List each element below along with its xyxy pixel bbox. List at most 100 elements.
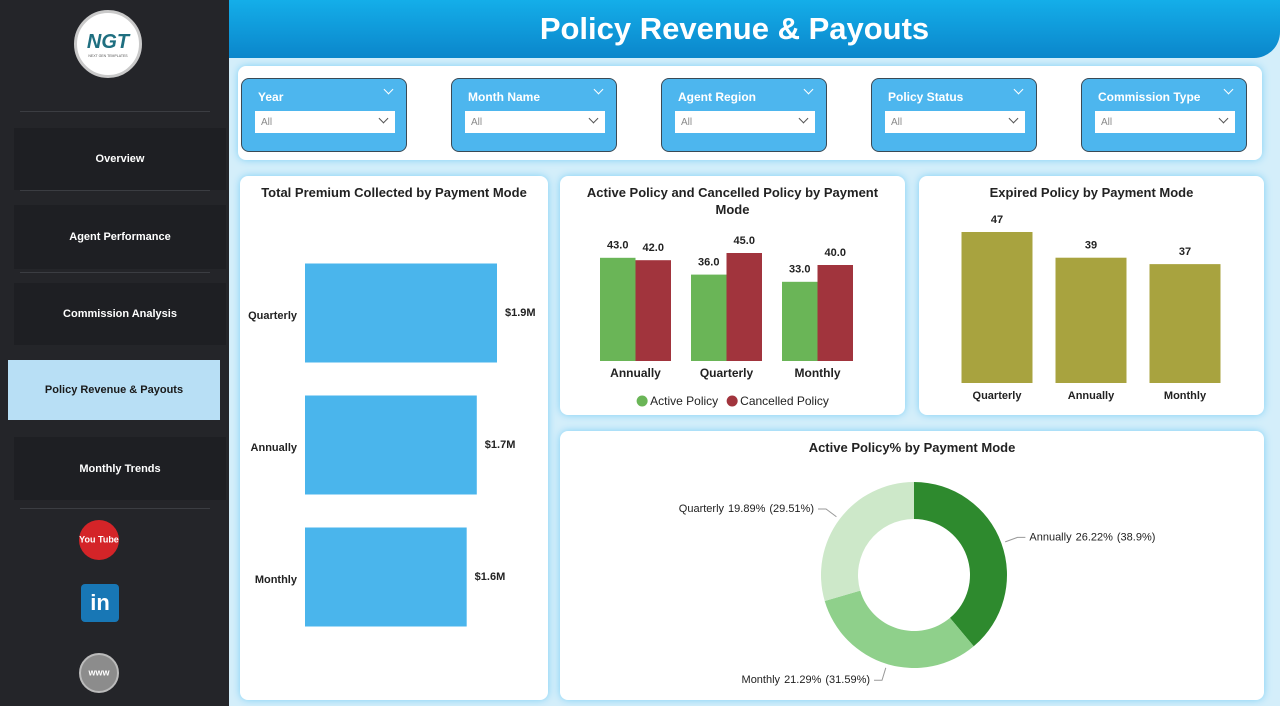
nav-item[interactable]: Overview	[14, 128, 226, 190]
chevron	[1218, 113, 1229, 124]
chart-card: Quarterly $1.9M Annually $1.7M Monthly $1.6M …	[240, 176, 548, 700]
chart: Annually 43.0 42.0 Quarterly 36.0 45.0 Monthly…	[600, 235, 853, 408]
page-title: Policy Revenue & Payouts	[539, 11, 930, 46]
legend-label: Active Policy	[650, 394, 718, 408]
chart: Annually 26.22% (38.9%) Monthly 21.29% (31.59…	[679, 482, 1155, 686]
bar	[600, 257, 636, 361]
category-label: Annually	[610, 366, 661, 380]
logo-text: NGT	[86, 31, 130, 53]
bar	[305, 263, 497, 363]
nav-item[interactable]: Commission Analysis	[14, 283, 226, 345]
leader-line	[818, 508, 837, 518]
linkedin-icon[interactable]	[81, 584, 119, 622]
nav-item[interactable]: Agent Performance	[14, 205, 226, 269]
bar	[961, 232, 1033, 383]
label-category: Quarterly	[679, 503, 725, 515]
filter-label: Agent Region	[678, 90, 756, 104]
chevron	[378, 113, 389, 124]
data-label: $1.9M	[505, 307, 536, 319]
data-label: 36.0	[698, 257, 719, 269]
data-label: Annually 26.22% (38.9%)	[1029, 531, 1155, 543]
chart: Quarterly 47 Annually 39 Monthly 37	[961, 214, 1221, 402]
filter[interactable]: Month Name All	[451, 78, 617, 152]
separator	[20, 111, 210, 112]
filter-label: Commission Type	[1098, 90, 1201, 104]
label-value: (31.59%)	[825, 674, 870, 686]
nav-item[interactable]: Monthly Trends	[14, 437, 226, 500]
label-value: (38.9%)	[1117, 531, 1156, 543]
label-share: 26.22%	[1076, 531, 1114, 543]
chevron	[1223, 84, 1234, 95]
bar	[1055, 257, 1127, 383]
category-label: Monthly	[795, 366, 841, 380]
dropdown[interactable]: All	[255, 111, 395, 133]
logo[interactable]: NGT NEXT GEN TEMPLATES	[74, 10, 142, 78]
label-value: (29.51%)	[769, 503, 814, 515]
youtube-icon[interactable]	[79, 520, 119, 560]
data-label: 45.0	[734, 235, 755, 247]
filter[interactable]: Agent Region All	[661, 78, 827, 152]
dropdown[interactable]: All	[1095, 111, 1235, 133]
filter-label: Year	[258, 90, 284, 104]
donut-slice	[824, 590, 974, 668]
category-label: Monthly	[1164, 390, 1207, 402]
chevron	[798, 113, 809, 124]
dropdown[interactable]: All	[885, 111, 1025, 133]
chart-title: Expired Policy by Payment Mode	[989, 185, 1194, 200]
data-label: 33.0	[789, 264, 810, 276]
youtube-label: You Tube	[79, 534, 119, 544]
label-share: 19.89%	[728, 503, 766, 515]
logo-subtext: NEXT GEN TEMPLATES	[88, 54, 128, 58]
separator	[20, 272, 210, 273]
dropdown[interactable]: All	[675, 111, 815, 133]
label-category: Monthly	[742, 674, 781, 686]
linkedin-label: in	[90, 590, 110, 615]
nav-item-active[interactable]: Policy Revenue & Payouts	[8, 360, 220, 420]
social-icons: You Tube in www	[79, 520, 119, 693]
web-icon[interactable]	[79, 653, 119, 693]
bar	[782, 281, 818, 361]
bar	[305, 395, 477, 495]
dropdown-value: All	[1101, 117, 1113, 128]
data-label: Monthly 21.29% (31.59%)	[742, 674, 870, 686]
data-label: 43.0	[607, 240, 628, 252]
category-label: Quarterly	[973, 390, 1023, 402]
bar	[691, 274, 727, 361]
category-label: Annually	[1068, 390, 1115, 402]
chart-card: Annually 26.22% (38.9%) Monthly 21.29% (31.59…	[560, 431, 1264, 700]
chevron	[593, 84, 604, 95]
bar	[726, 253, 762, 361]
header: Policy Revenue & Payouts	[229, 0, 1280, 58]
leader-line	[1004, 536, 1026, 543]
dropdown-value: All	[261, 117, 273, 128]
label-category: Annually	[1029, 531, 1072, 543]
filter-panel: Year All Month Name All Agent Region All Po…	[238, 66, 1262, 160]
dropdown-value: All	[891, 117, 903, 128]
legend-marker	[726, 395, 738, 407]
data-label: 37	[1179, 246, 1191, 258]
chevron	[1008, 113, 1019, 124]
filter[interactable]: Commission Type All	[1081, 78, 1247, 152]
category-label: Annually	[251, 442, 298, 454]
data-label: $1.6M	[475, 571, 506, 583]
donut-slice	[821, 482, 914, 602]
separator	[20, 508, 210, 509]
separator	[20, 190, 210, 191]
filter-label: Policy Status	[888, 90, 964, 104]
filter[interactable]: Year All	[241, 78, 407, 152]
chart-card: Annually 43.0 42.0 Quarterly 36.0 45.0 Monthly…	[560, 176, 905, 415]
web-label: www	[87, 667, 110, 677]
filter[interactable]: Policy Status All	[871, 78, 1037, 152]
data-label: 40.0	[825, 247, 846, 259]
dropdown[interactable]: All	[465, 111, 605, 133]
chart-card: Quarterly 47 Annually 39 Monthly 37 Expired P…	[919, 176, 1264, 415]
legend: Active Policy Cancelled Policy	[636, 394, 829, 408]
dropdown-value: All	[681, 117, 693, 128]
data-label: 39	[1085, 240, 1097, 252]
chevron	[383, 84, 394, 95]
data-label: 42.0	[643, 242, 664, 254]
filter-label: Month Name	[468, 90, 540, 104]
bar	[1149, 264, 1221, 383]
chart-title: Active Policy and Cancelled Policy by Pa…	[586, 185, 879, 217]
